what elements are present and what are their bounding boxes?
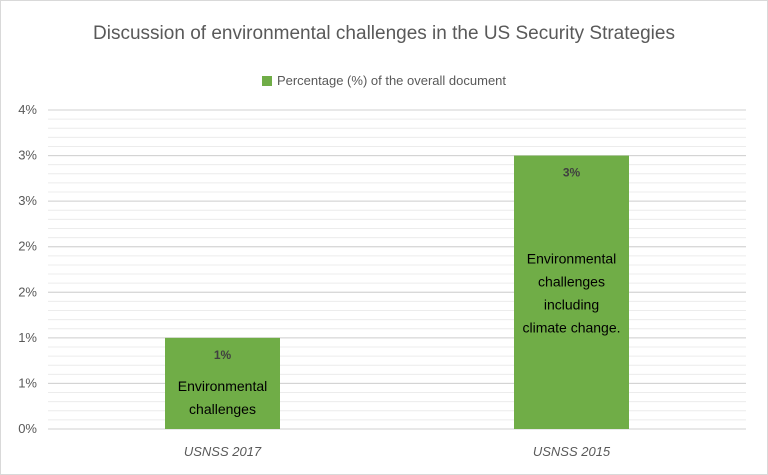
annotation-line: challenges [189, 401, 256, 417]
legend-swatch [261, 75, 272, 86]
y-tick-label: 1% [18, 330, 37, 345]
legend: Percentage (%) of the overall document [1, 73, 767, 88]
y-tick-label: 1% [18, 375, 37, 390]
annotation-line: Environmental [178, 378, 268, 394]
x-tick-label: USNSS 2015 [533, 444, 611, 459]
y-tick-label: 3% [18, 193, 37, 208]
bar-annotation: Environmental challenges [178, 378, 268, 417]
data-label: 1% [214, 348, 232, 362]
x-tick-label: USNSS 2017 [184, 444, 262, 459]
bar-annotation: Environmental challenges including climate … [522, 251, 620, 336]
chart-title: Discussion of environmental challenges i… [93, 23, 675, 44]
bar [514, 155, 629, 430]
data-label: 3% [563, 166, 581, 180]
y-tick-label: 2% [18, 284, 37, 299]
annotation-line: including [544, 297, 599, 313]
annotation-line: climate change. [522, 320, 620, 336]
annotation-line: Environmental [527, 251, 617, 267]
y-tick-label: 0% [18, 421, 37, 436]
annotation-line: challenges [538, 274, 605, 290]
bar [165, 337, 280, 429]
y-tick-label: 2% [18, 239, 37, 254]
y-tick-label: 4% [18, 102, 37, 117]
legend-label: Percentage (%) of the overall document [276, 73, 507, 88]
y-tick-label: 3% [18, 148, 37, 163]
